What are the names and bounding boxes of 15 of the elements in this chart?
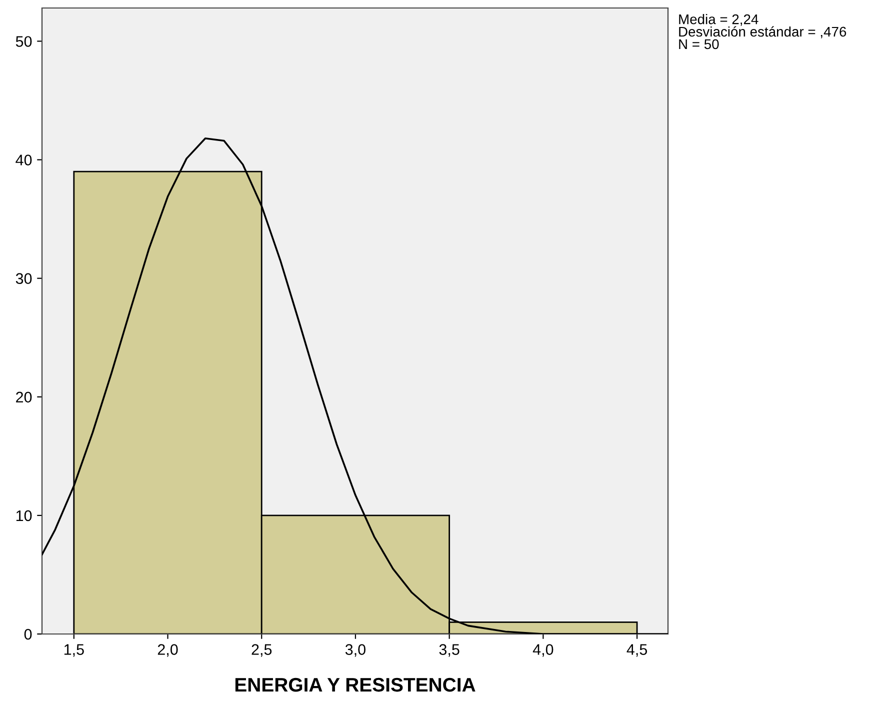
x-tick-label: 3,0: [345, 644, 366, 657]
x-tick-label: 2,0: [158, 644, 178, 657]
x-tick-label: 3,5: [439, 644, 460, 657]
x-tick-label: 4,0: [532, 644, 554, 657]
text: Media = 2,24 Desviación estándar = ,476 N = 50: [679, 14, 846, 50]
y-tick-label: 20: [16, 392, 32, 403]
x-tick-label: 4,5: [626, 644, 648, 657]
y-tick-label: 30: [16, 273, 32, 284]
y-tick-label: 10: [16, 510, 32, 522]
x-tick-label: 2,5: [252, 644, 272, 657]
y-tick-label: 50: [16, 36, 32, 47]
y-tick-label: 0: [24, 628, 32, 640]
x-tick-label: 1,5: [64, 644, 84, 657]
y-tick-label: 40: [16, 154, 32, 166]
x-axis-title: ENERGIA Y RESISTENCIA: [235, 678, 476, 692]
